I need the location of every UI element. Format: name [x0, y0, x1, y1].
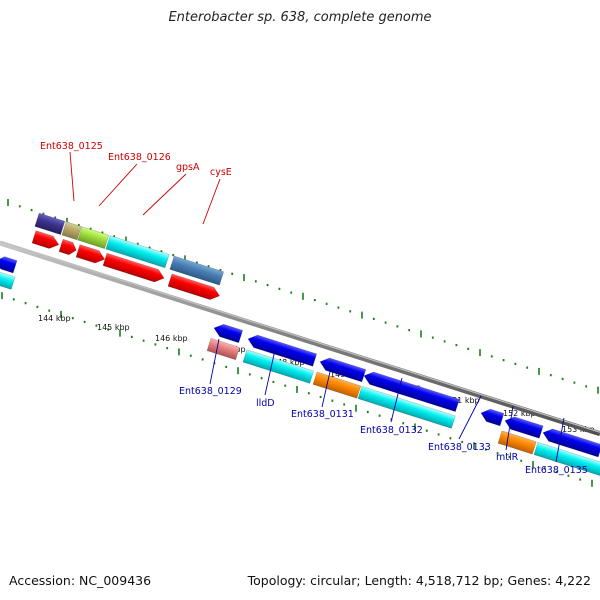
- gene-arrow-red[interactable]: [58, 238, 78, 256]
- label-leader-line: [390, 377, 403, 423]
- label-leader-line: [202, 178, 221, 225]
- tick-label: 144 kbp: [38, 314, 71, 323]
- tick-label: 148 kbp: [272, 358, 305, 367]
- gene-label-forward[interactable]: Ent638_0125: [40, 141, 103, 152]
- label-leader-line: [69, 151, 75, 202]
- gene-arrow-red[interactable]: [75, 244, 107, 266]
- gene-box-purple[interactable]: [34, 212, 66, 235]
- gene-arrow-red[interactable]: [102, 252, 166, 284]
- gene-box-pink[interactable]: [206, 337, 240, 361]
- gene-label-reverse[interactable]: Ent638_0132: [360, 425, 423, 436]
- label-leader-line: [98, 163, 138, 207]
- gene-label-reverse[interactable]: lldD: [256, 398, 275, 409]
- gene-box-cyan[interactable]: [533, 441, 600, 477]
- tick-label: 151 kbp: [447, 396, 480, 405]
- gene-labels: Ent638_0125 Ent638_0126 gpsA cysE Ent638_012…: [40, 141, 588, 476]
- label-leader-line: [458, 395, 482, 440]
- genome-backbone: [0, 240, 600, 437]
- gene-box-cyan[interactable]: [357, 385, 456, 429]
- tick-label: 152 kbp: [503, 409, 536, 418]
- label-leader-line: [321, 362, 333, 408]
- backbone-line: [0, 240, 600, 437]
- gene-box-cyan[interactable]: [105, 235, 170, 269]
- label-leader-line: [555, 417, 565, 463]
- gene-features: [0, 212, 600, 477]
- label-leader-line: [505, 405, 514, 451]
- gene-box-cyan[interactable]: [242, 349, 315, 384]
- gene-arrow-blue[interactable]: [479, 407, 505, 427]
- gene-box-orange[interactable]: [312, 371, 362, 399]
- gene-label-forward[interactable]: Ent638_0126: [108, 152, 171, 163]
- gene-label-forward[interactable]: gpsA: [176, 162, 200, 173]
- gene-arrow-blue[interactable]: [0, 255, 18, 274]
- gene-arrow-blue[interactable]: [541, 426, 600, 458]
- gene-box-khaki[interactable]: [61, 221, 82, 241]
- map-title: Enterobacter sp. 638, complete genome: [168, 10, 432, 25]
- gene-arrow-blue[interactable]: [246, 333, 318, 367]
- gene-box-orange[interactable]: [497, 430, 537, 455]
- backbone-highlight: [0, 240, 600, 433]
- label-leader-line: [142, 173, 187, 216]
- label-leader-line: [264, 349, 276, 396]
- topology-text: Topology: circular; Length: 4,518,712 bp…: [247, 573, 591, 588]
- gene-arrow-blue[interactable]: [212, 322, 244, 344]
- tick-label: 145 kbp: [97, 323, 130, 332]
- gene-arrow-blue[interactable]: [362, 370, 460, 413]
- gene-box-cyan[interactable]: [0, 271, 16, 290]
- accession-text: Accession: NC_009436: [9, 573, 152, 588]
- gene-label-forward[interactable]: cysE: [210, 167, 232, 178]
- gene-arrow-red[interactable]: [31, 230, 61, 251]
- gene-label-reverse[interactable]: mtlR: [496, 452, 519, 463]
- gene-arrow-red[interactable]: [167, 273, 221, 302]
- gene-label-reverse[interactable]: Ent638_0129: [179, 386, 242, 397]
- gene-arrow-blue[interactable]: [503, 414, 544, 439]
- gene-label-reverse[interactable]: Ent638_0135: [525, 465, 588, 476]
- label-leader-line: [209, 338, 220, 385]
- gene-box-lime[interactable]: [77, 226, 110, 249]
- tick-label: 146 kbp: [155, 334, 188, 343]
- gene-label-reverse[interactable]: Ent638_0131: [291, 409, 354, 420]
- gene-label-reverse[interactable]: Ent638_0133: [428, 442, 491, 453]
- gene-box-steel[interactable]: [169, 255, 225, 286]
